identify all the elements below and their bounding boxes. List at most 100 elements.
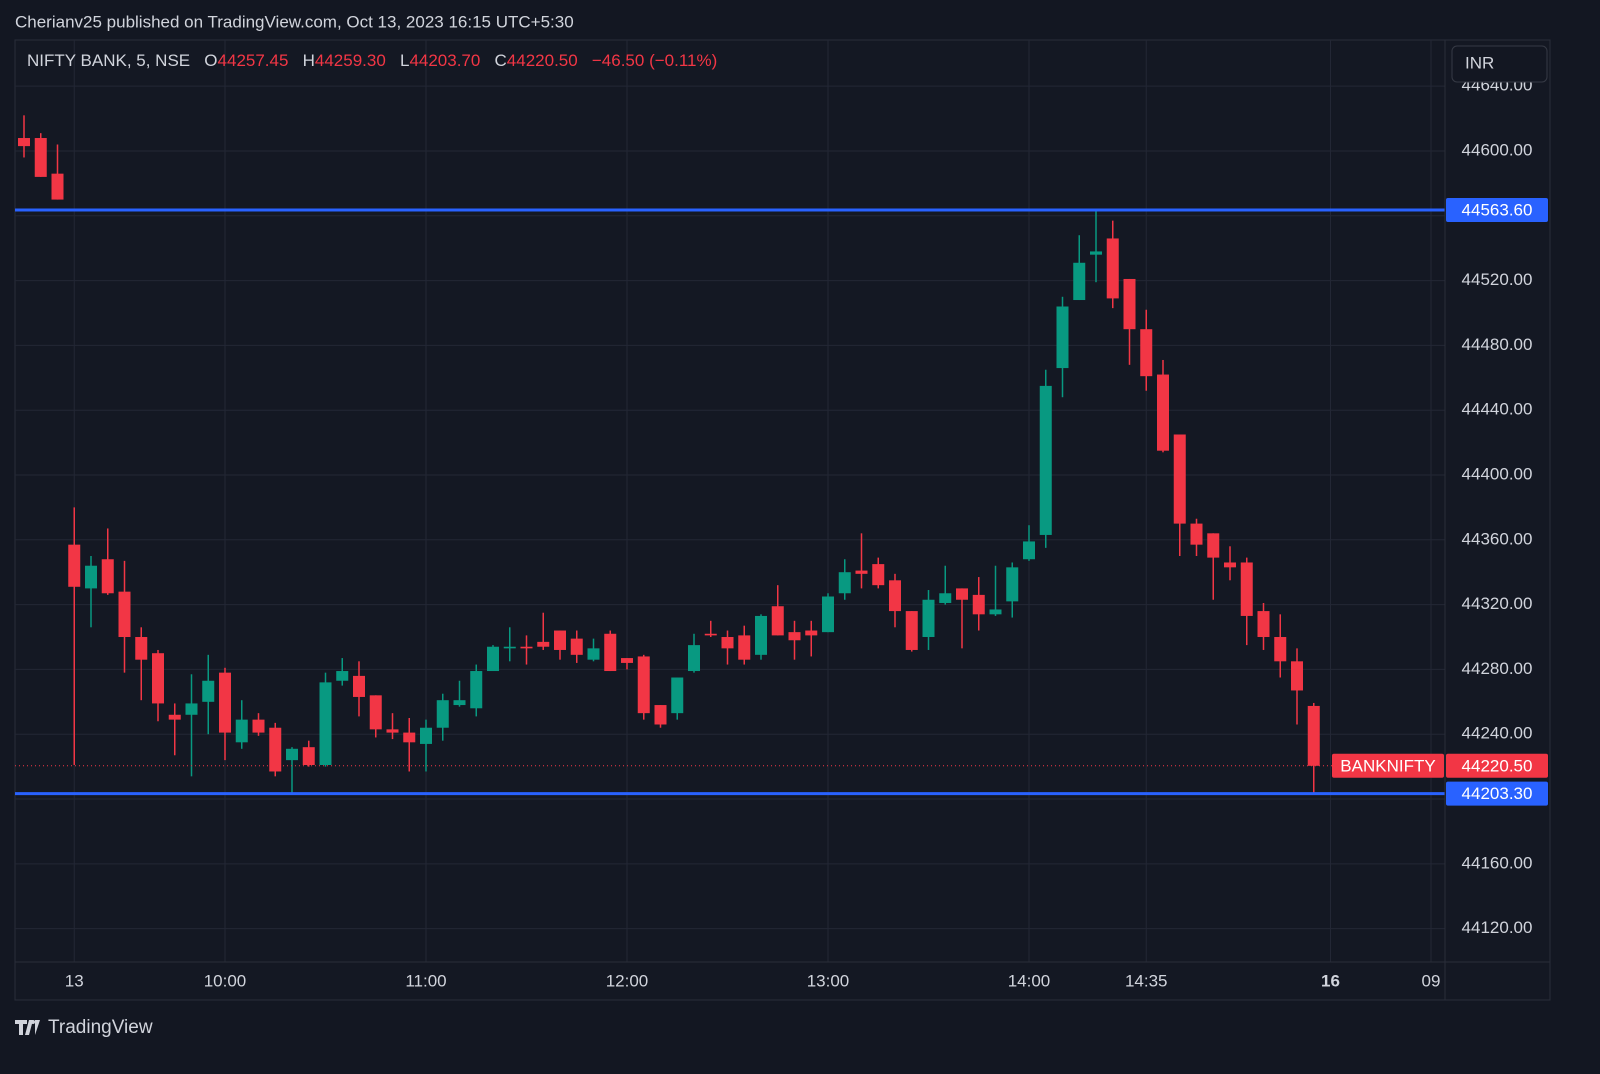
candle-body [235, 719, 248, 743]
last-price-label: 44220.50 [1462, 756, 1533, 775]
candle-body [302, 747, 315, 765]
candle-body [252, 719, 265, 733]
level-label-box [1446, 781, 1548, 806]
candle-body [118, 591, 131, 638]
candle-body [1173, 434, 1186, 524]
candle-body [872, 564, 885, 586]
y-tick-label: 44400.00 [1462, 464, 1533, 483]
candle-body [353, 675, 365, 697]
candle-body [1291, 661, 1303, 691]
x-tick-label: 14:00 [1008, 971, 1051, 990]
symbol: NIFTY BANK, 5, NSE [27, 51, 191, 70]
candle-body [503, 646, 516, 649]
candle-body [889, 580, 901, 612]
candle-body [286, 748, 298, 761]
candle-body [721, 637, 734, 649]
grid [15, 40, 1445, 962]
candle-body [805, 630, 818, 636]
candle-body [101, 559, 114, 594]
legend: NIFTY BANK, 5, NSE O44257.45 H44259.30 L… [27, 51, 717, 71]
candle-body [704, 633, 717, 636]
candle-body [202, 680, 215, 702]
x-tick-label: 13 [65, 971, 84, 990]
tradingview-logo [15, 1020, 40, 1035]
candle-body [420, 727, 432, 744]
x-tick-label: 09 [1422, 971, 1441, 990]
candle-body [85, 565, 97, 589]
currency-button[interactable] [1451, 45, 1548, 83]
candle-body [487, 646, 499, 672]
marks [15, 115, 1445, 796]
symbol-label: BANKNIFTY [1340, 756, 1435, 775]
candle-body [1090, 251, 1102, 255]
candle-body [1224, 562, 1236, 568]
brand: TradingView [48, 1017, 153, 1038]
currency-label[interactable]: INR [1465, 53, 1494, 72]
candle-body [587, 648, 600, 660]
candle-body [1123, 278, 1136, 330]
candle-body [822, 596, 834, 633]
candle-body [738, 635, 751, 660]
candle-body [185, 703, 198, 715]
candle-body [637, 656, 650, 714]
l-label: L [399, 51, 410, 70]
candle-body [1207, 533, 1220, 558]
y-tick-label: 44360.00 [1462, 529, 1533, 548]
candle-body [688, 645, 700, 672]
candle-body [972, 594, 985, 615]
candle-body [1240, 562, 1253, 616]
candle-body [1039, 385, 1052, 535]
candle-body [788, 632, 801, 641]
y-tick-label: 44320.00 [1462, 594, 1533, 613]
candle-body [453, 700, 466, 706]
candle-body [621, 658, 633, 663]
candle-body [135, 637, 148, 660]
header-title: Cherianv25 published on TradingView.com,… [15, 12, 574, 31]
candle-body [1023, 541, 1035, 560]
y-tick-label: 44600.00 [1462, 140, 1533, 159]
candle-body [386, 729, 399, 733]
candle-body [1073, 262, 1086, 301]
candle-body [838, 572, 851, 594]
candle-body [520, 646, 533, 649]
candle-body [1140, 329, 1153, 377]
y-tick-label: 44520.00 [1462, 270, 1533, 289]
y-tick-label: 44160.00 [1462, 853, 1533, 872]
candle-body [570, 638, 583, 655]
candle-body [336, 671, 349, 681]
c-label: C [494, 51, 507, 70]
candle-body [1006, 567, 1019, 602]
candle-body [855, 570, 868, 574]
level-label: 44563.60 [1462, 200, 1533, 219]
candle-body [1157, 374, 1169, 451]
candle-body [436, 700, 449, 728]
candle-body [1274, 637, 1287, 662]
x-tick-label: 11:00 [405, 971, 446, 990]
candle-body [219, 672, 231, 733]
candle-body [554, 630, 566, 650]
candle-body [771, 606, 784, 636]
candle-body [319, 682, 332, 765]
candle-body [1106, 238, 1119, 299]
candle-body [269, 727, 282, 772]
last-price-box [1446, 753, 1548, 778]
candle-body [922, 599, 935, 638]
symbol-label-box [1332, 753, 1444, 778]
level-label: 44203.30 [1462, 784, 1533, 803]
y-tick-label: 44280.00 [1462, 659, 1533, 678]
h-label: H [302, 51, 315, 70]
candle-body [671, 677, 684, 714]
level-label-box [1446, 197, 1548, 222]
high-value: 44259.30 [314, 51, 386, 70]
x-tick-label: 16 [1321, 971, 1340, 990]
change: −46.50 (−0.11%) [591, 51, 718, 70]
candle-body [403, 732, 416, 743]
candle-body [654, 705, 667, 725]
x-tick-label: 10:00 [204, 971, 247, 990]
open-value: 44257.45 [217, 51, 289, 70]
candle-body [989, 609, 1002, 615]
axes: 44120.0044160.0044200.0044240.0044280.00… [65, 76, 1548, 990]
x-tick-label: 13:00 [807, 971, 850, 990]
